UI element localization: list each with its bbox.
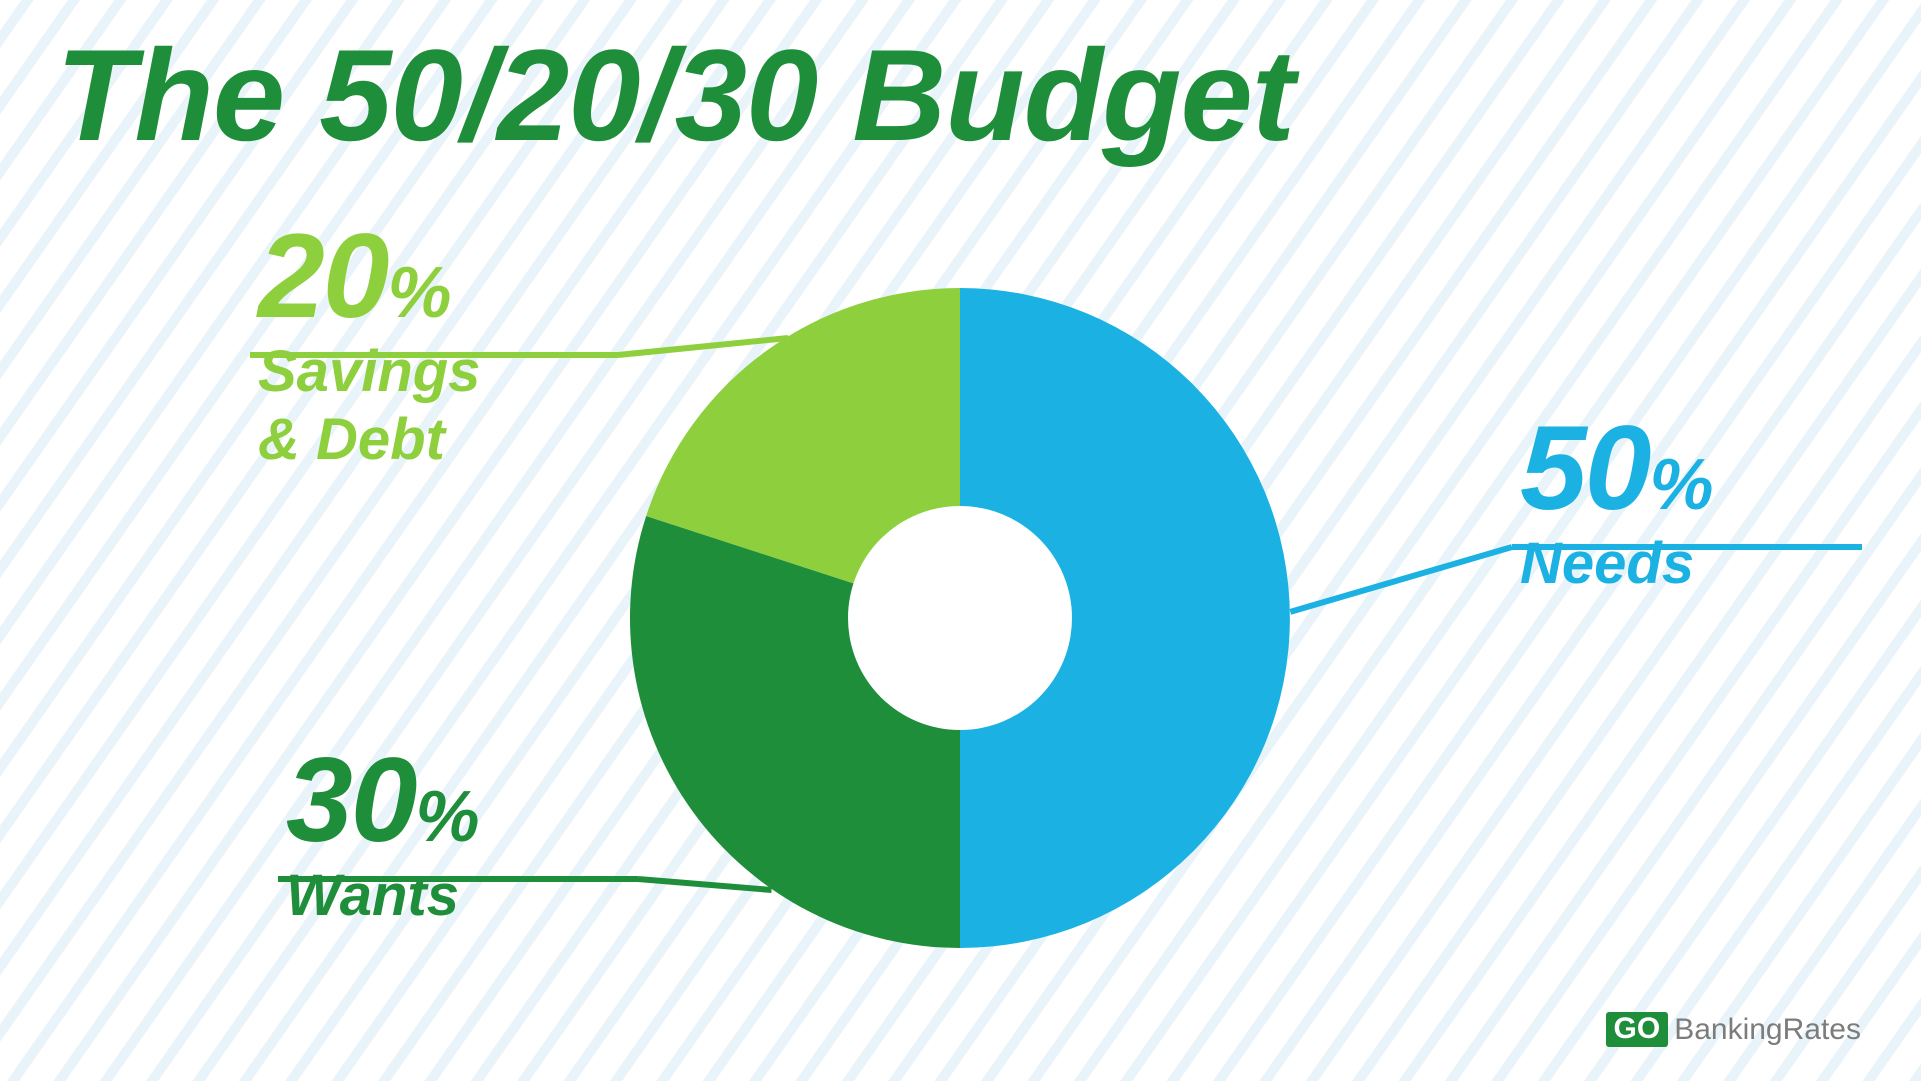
wants-pct-symbol: %	[415, 777, 479, 857]
callout-needs-rule	[1512, 544, 1862, 550]
savings-pct-number: 20	[258, 209, 387, 343]
donut-hole	[848, 506, 1072, 730]
needs-pct-symbol: %	[1649, 445, 1713, 525]
callout-wants: 30% Wants	[286, 740, 480, 928]
needs-pct-number: 50	[1520, 401, 1649, 535]
wants-pct-number: 30	[286, 733, 415, 867]
savings-label-1: Savings	[258, 340, 480, 404]
savings-label-2: & Debt	[258, 408, 480, 472]
logo: GO BankingRates	[1606, 1012, 1861, 1047]
savings-pct-symbol: %	[387, 253, 451, 333]
page-title: The 50/20/30 Budget	[56, 30, 1294, 160]
wants-label: Wants	[286, 864, 480, 928]
callout-needs-leader	[1289, 544, 1513, 615]
donut-chart	[630, 288, 1290, 948]
infographic-canvas: The 50/20/30 Budget 50% Needs 20% Saving…	[0, 0, 1921, 1081]
callout-savings-rule	[250, 352, 618, 358]
callout-savings: 20% Savings & Debt	[258, 216, 480, 472]
logo-text-2: Rates	[1783, 1013, 1861, 1046]
needs-label: Needs	[1520, 532, 1714, 596]
logo-text-1: Banking	[1674, 1013, 1782, 1046]
logo-badge: GO	[1606, 1012, 1669, 1047]
logo-text: BankingRates	[1674, 1013, 1861, 1047]
callout-needs: 50% Needs	[1520, 408, 1714, 596]
callout-wants-rule	[278, 876, 638, 882]
